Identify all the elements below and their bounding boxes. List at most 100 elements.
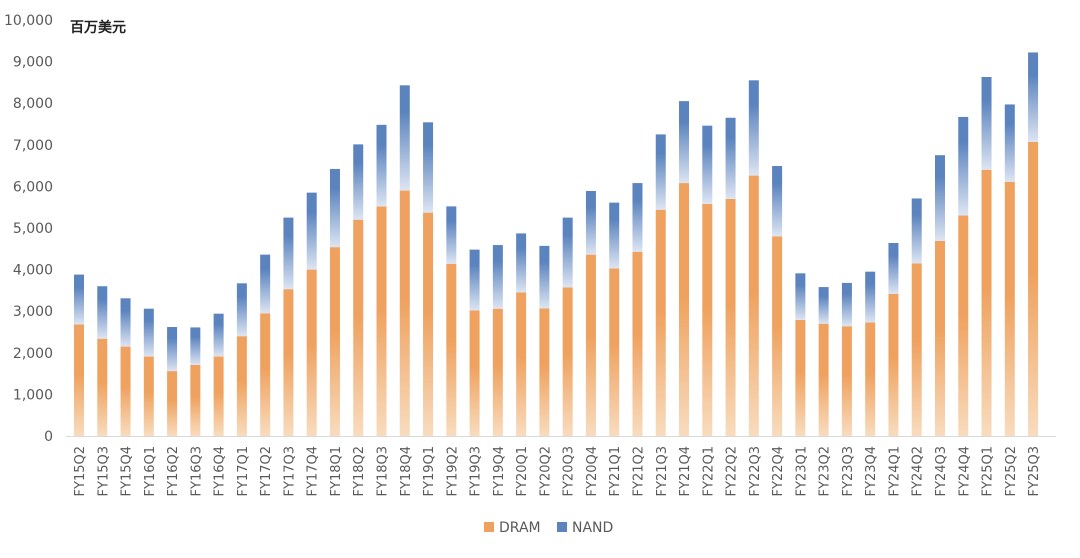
- bar-nand-fy20q2: [539, 245, 550, 309]
- bar-nand-fy17q3: [283, 217, 294, 290]
- x-tick-label: FY24Q4: [957, 446, 972, 496]
- x-tick-label: FY19Q1: [422, 446, 437, 496]
- x-tick-label: FY21Q3: [655, 446, 670, 496]
- bar-dram-fy24q1: [888, 293, 899, 436]
- bar-nand-fy18q4: [399, 85, 410, 191]
- bar-dram-fy21q1: [609, 268, 620, 436]
- y-tick-label: 6,000: [13, 179, 53, 195]
- bar-nand-fy25q3: [1028, 52, 1039, 142]
- x-tick-label: FY20Q2: [538, 446, 553, 496]
- bar-nand-fy22q4: [772, 166, 783, 237]
- bar-dram-fy23q3: [841, 326, 852, 436]
- bar-dram-fy18q1: [329, 247, 340, 436]
- y-tick-label: 10,000: [4, 13, 53, 29]
- y-tick-label: 7,000: [13, 138, 53, 154]
- x-axis-labels: FY15Q2 FY15Q3 FY15Q4 FY16Q1 FY16Q2 FY16Q3 FY16…: [73, 446, 1042, 496]
- bar-nand-fy20q1: [516, 233, 527, 293]
- x-tick-label: FY25Q3: [1027, 446, 1042, 496]
- bar-dram-fy20q1: [516, 292, 527, 436]
- x-tick-label: FY20Q4: [585, 446, 600, 496]
- bar-nand-fy23q4: [865, 271, 876, 323]
- bar-dram-fy25q3: [1028, 141, 1039, 436]
- bar-nand-fy15q2: [74, 274, 84, 325]
- bar-nand-fy25q1: [981, 76, 992, 170]
- bar-nand-fy15q3: [97, 286, 108, 339]
- legend: DRAM NAND: [484, 520, 613, 536]
- bar-nand-fy24q3: [934, 155, 945, 241]
- legend-swatch-nand: [557, 522, 567, 532]
- y-tick-label: 0: [44, 429, 53, 445]
- bar-dram-fy16q2: [167, 371, 178, 436]
- x-tick-label: FY17Q2: [259, 446, 274, 496]
- x-tick-label: FY21Q4: [678, 446, 693, 496]
- bar-dram-fy19q3: [469, 310, 480, 436]
- bar-dram-fy22q2: [725, 198, 736, 436]
- bar-dram-fy19q2: [446, 263, 457, 436]
- bar-nand-fy15q4: [120, 298, 131, 347]
- bar-nand-fy19q2: [446, 206, 457, 264]
- x-tick-label: FY18Q4: [399, 446, 414, 496]
- bar-nand-fy20q3: [562, 217, 573, 288]
- y-tick-label: 9,000: [13, 55, 53, 71]
- x-tick-label: FY19Q4: [492, 446, 507, 496]
- x-tick-label: FY18Q1: [329, 446, 344, 496]
- bar-dram-fy21q3: [655, 209, 666, 436]
- bar-nand-fy23q3: [841, 282, 852, 327]
- bar-nand-fy21q1: [609, 202, 620, 269]
- bar-dram-fy18q4: [399, 190, 410, 436]
- x-tick-label: FY18Q3: [376, 446, 391, 496]
- y-tick-label: 8,000: [13, 96, 53, 112]
- x-tick-label: FY23Q2: [818, 446, 833, 496]
- bar-nand-fy22q3: [748, 80, 759, 176]
- bar-nand-fy21q3: [655, 134, 666, 210]
- x-tick-label: FY24Q2: [911, 446, 926, 496]
- legend-label-dram: DRAM: [499, 520, 541, 536]
- x-tick-label: FY25Q2: [1004, 446, 1019, 496]
- bar-nand-fy16q1: [143, 308, 154, 357]
- x-tick-label: FY20Q3: [562, 446, 577, 496]
- y-tick-label: 2,000: [13, 346, 53, 362]
- bar-nand-fy23q2: [818, 287, 829, 324]
- bar-nand-fy18q2: [353, 144, 364, 220]
- bar-dram-fy16q4: [213, 356, 224, 436]
- bar-dram-fy20q2: [539, 308, 550, 436]
- bar-dram-fy16q3: [190, 364, 201, 436]
- x-tick-label: FY15Q2: [73, 446, 88, 496]
- bar-dram-fy15q2: [74, 324, 84, 436]
- bar-dram-fy15q4: [120, 346, 131, 436]
- bar-nand-fy24q4: [958, 116, 969, 216]
- x-tick-label: FY17Q4: [306, 446, 321, 496]
- bar-nand-fy17q2: [260, 254, 271, 314]
- bar-nand-fy25q2: [1004, 104, 1015, 182]
- bar-dram-fy18q3: [376, 206, 387, 436]
- y-tick-label: 5,000: [13, 221, 53, 237]
- bar-dram-fy19q4: [492, 308, 503, 436]
- x-tick-label: FY17Q3: [282, 446, 297, 496]
- bar-nand-fy24q2: [911, 198, 922, 264]
- x-tick-label: FY25Q1: [981, 446, 996, 496]
- x-tick-label: FY21Q2: [631, 446, 646, 496]
- x-tick-label: FY15Q4: [120, 446, 135, 496]
- bar-dram-fy24q2: [911, 263, 922, 436]
- bar-nand-fy21q2: [632, 183, 643, 252]
- bar-dram-fy17q1: [236, 336, 247, 436]
- bar-nand-fy20q4: [585, 190, 596, 255]
- legend-swatch-dram: [484, 522, 494, 532]
- bar-nand-fy17q4: [306, 192, 317, 270]
- unit-label: 百万美元: [70, 19, 126, 36]
- bar-nand-fy19q1: [423, 122, 434, 213]
- bar-nand-fy22q2: [725, 117, 736, 199]
- y-tick-label: 3,000: [13, 304, 53, 320]
- y-tick-label: 4,000: [13, 263, 53, 279]
- x-tick-label: FY22Q4: [771, 446, 786, 496]
- bar-dram-fy24q4: [958, 215, 969, 436]
- bar-dram-fy15q3: [97, 338, 108, 436]
- bar-dram-fy22q3: [748, 175, 759, 436]
- x-tick-label: FY16Q4: [213, 446, 228, 496]
- bar-nand-fy18q1: [329, 168, 340, 248]
- bar-dram-fy23q1: [795, 319, 806, 436]
- y-tick-label: 1,000: [13, 387, 53, 403]
- x-tick-label: FY16Q1: [143, 446, 158, 496]
- bar-dram-fy22q4: [772, 236, 783, 436]
